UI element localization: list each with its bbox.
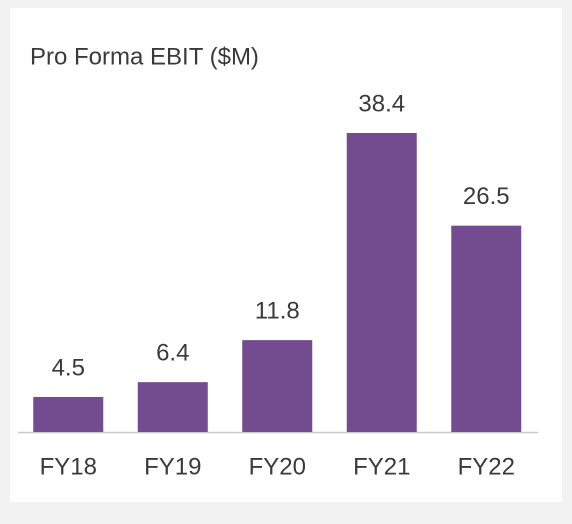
x-tick-label: FY18 bbox=[40, 453, 97, 480]
bar bbox=[451, 225, 522, 432]
chart-title: Pro Forma EBIT ($M) bbox=[30, 43, 259, 70]
bar bbox=[33, 396, 104, 432]
x-tick-label: FY21 bbox=[353, 453, 410, 480]
bar bbox=[346, 133, 417, 432]
data-label: 38.4 bbox=[358, 90, 405, 117]
bar bbox=[242, 340, 313, 432]
x-tick-label: FY22 bbox=[458, 453, 515, 480]
data-label: 11.8 bbox=[255, 297, 300, 324]
x-tick-label: FY20 bbox=[249, 453, 306, 480]
data-label: 26.5 bbox=[463, 183, 510, 210]
data-label: 6.4 bbox=[156, 340, 189, 367]
bar bbox=[137, 382, 208, 432]
data-label: 4.5 bbox=[52, 354, 85, 381]
x-tick-label: FY19 bbox=[144, 453, 201, 480]
